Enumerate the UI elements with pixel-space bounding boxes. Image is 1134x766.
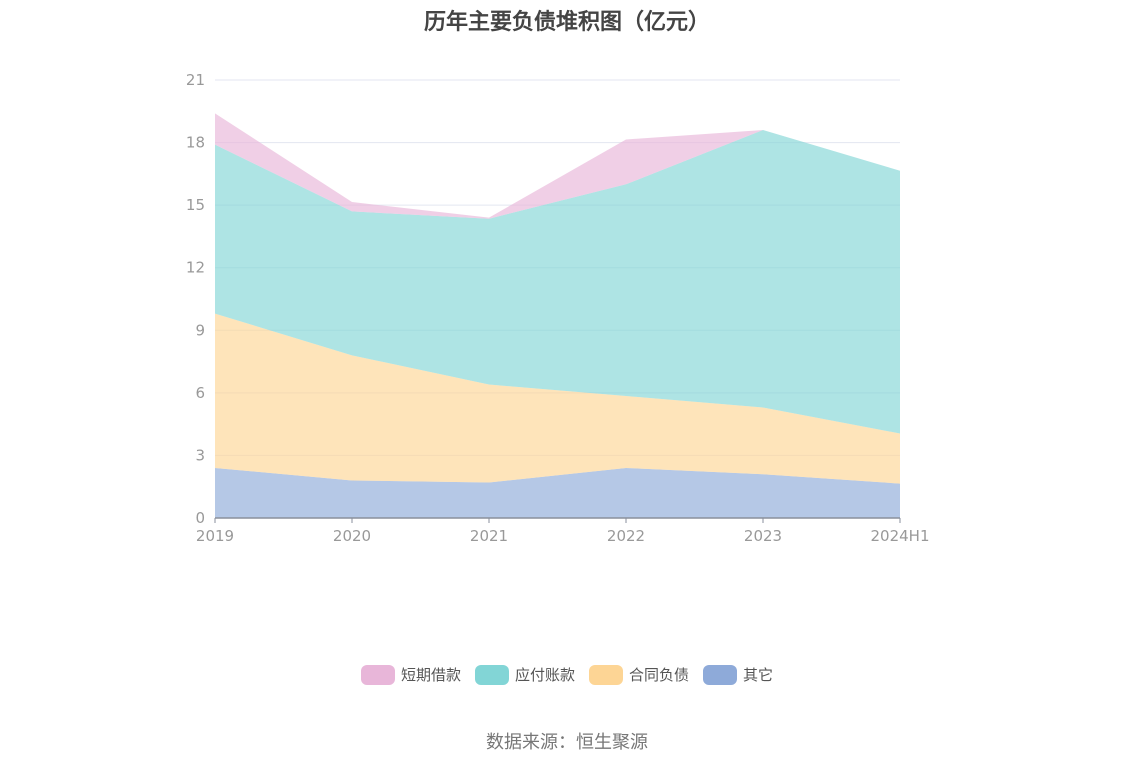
legend-swatch	[703, 664, 738, 685]
legend-swatch	[589, 664, 623, 685]
y-tick-label: 3	[195, 446, 205, 464]
legend-swatch	[360, 664, 395, 685]
legend-label: 短期借款	[400, 666, 461, 684]
y-tick-label: 15	[186, 196, 205, 214]
y-tick-label: 18	[186, 134, 205, 152]
x-tick-label: 2023	[744, 527, 782, 545]
area-2	[215, 130, 900, 434]
area-3	[215, 113, 900, 219]
x-tick-label: 2021	[470, 527, 508, 545]
x-tick-label: 2024H1	[871, 527, 930, 545]
x-tick-label: 2019	[196, 527, 234, 545]
x-tick-label: 2020	[333, 527, 371, 545]
legend-label: 合同负债	[629, 666, 690, 684]
area-0	[215, 467, 900, 518]
data-source: 数据来源：恒生聚源	[486, 732, 648, 753]
area-1	[215, 313, 900, 484]
y-tick-label: 0	[195, 509, 205, 527]
legend-item[interactable]: 其它	[703, 664, 773, 685]
y-tick-label: 9	[195, 321, 205, 339]
legend-item[interactable]: 合同负债	[589, 664, 689, 685]
legend-item[interactable]: 短期借款	[360, 664, 461, 685]
legend-swatch	[474, 664, 509, 685]
legend-item[interactable]: 应付账款	[474, 664, 575, 685]
axes: 0 3 6 9 12 15 18 21 2019 2020 2021 2022 2023 2024H1	[186, 71, 930, 545]
y-tick-label: 6	[195, 384, 205, 402]
legend: 短期借款 应付账款 合同负债 其它	[0, 664, 1134, 685]
legend-label: 应付账款	[514, 666, 575, 684]
area-series	[215, 113, 900, 518]
x-tick-label: 2022	[607, 527, 645, 545]
y-tick-label: 21	[186, 71, 205, 89]
y-tick-label: 12	[186, 259, 205, 277]
chart-title: 历年主要负债堆积图（亿元）	[423, 10, 710, 35]
legend-label: 其它	[743, 666, 774, 684]
